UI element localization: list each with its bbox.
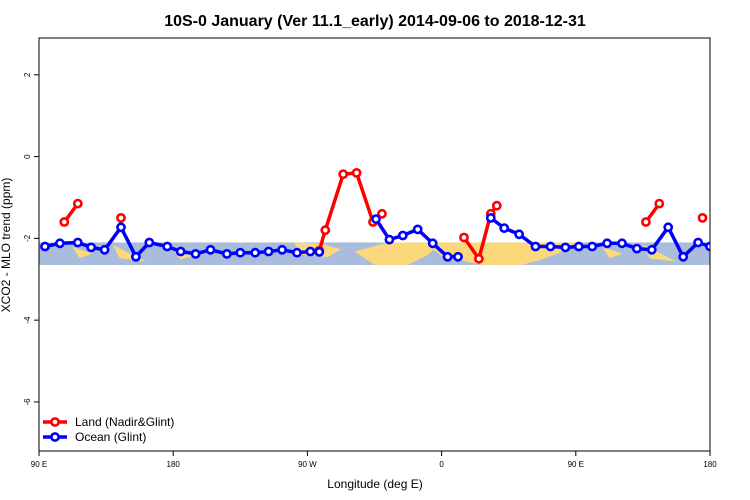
data-point [632,243,642,254]
data-point [250,247,261,258]
data-point [371,214,381,224]
data-point [190,248,201,259]
data-point [499,223,510,233]
data-point [491,200,502,211]
data-point [277,244,287,255]
data-point [459,232,469,243]
y-axis-label: XCO2 - MLO trend (ppm) [0,178,13,313]
series-line [489,216,710,259]
legend: Land (Nadir&Glint)Ocean (Glint) [43,415,174,444]
data-point [453,251,463,262]
data-point [221,248,232,259]
series-line [462,204,499,261]
x-axis-label: Longitude (deg E) [327,477,422,491]
data-point [377,208,387,219]
data-point [697,212,708,223]
x-tick-label: 90 E [568,460,584,469]
data-point [292,247,302,258]
data-point [86,242,97,253]
data-point [116,212,126,223]
plot-frame [38,37,711,452]
data-point [59,217,70,227]
data-point [587,241,598,252]
y-tick-label: -4 [23,316,32,324]
x-tick-label: 90 W [298,460,317,469]
legend-swatch-marker [50,432,60,442]
land-shape [602,247,623,259]
data-point [427,238,438,249]
data-point [485,212,496,223]
x-axis: 90 E 180 90 W 0 90 E 180 [31,451,717,469]
data-point [602,238,612,249]
y-tick-label: -6 [23,398,32,406]
x-tick-label: 180 [167,460,181,469]
data-point [397,230,408,241]
data-point [162,241,173,252]
legend-entry: Land (Nadir&Glint) [75,415,174,429]
data-point [351,167,362,178]
y-axis: 2 0 -2 -4 -6 [23,72,39,405]
data-point [72,198,83,209]
data-point [573,241,584,252]
data-point [412,224,423,235]
data-point [55,238,65,249]
series-line [317,171,384,252]
data-point [175,246,186,257]
y-tick-label: 0 [23,154,32,159]
data-point [654,198,665,209]
data-point [40,241,50,252]
data-point [338,169,349,180]
data-point [99,244,110,255]
data-point [514,229,524,240]
data-point [314,246,325,257]
x-tick-label: 180 [703,460,717,469]
data-point [130,251,141,262]
x-tick-label: 0 [439,460,444,469]
data-point [205,244,216,255]
data-point [116,222,126,233]
series-layer [40,167,710,264]
data-point [678,251,689,262]
data-point [560,242,571,253]
data-point [646,244,657,255]
data-point [442,251,453,262]
data-point [693,237,703,248]
data-point [263,246,274,257]
data-point [663,222,674,233]
legend-swatch-marker [50,417,60,427]
y-tick-label: 2 [23,72,32,77]
data-point [617,238,627,249]
land-shape [72,247,93,259]
data-point [705,241,710,252]
chart-title: 10S-0 January (Ver 11.1_early) 2014-09-0… [164,13,586,30]
legend-entry: Ocean (Glint) [75,430,146,444]
data-point [641,217,651,227]
data-point [473,253,484,264]
data-point [530,241,541,252]
data-point [144,237,155,248]
data-point [320,225,331,236]
y-tick-label: -2 [23,234,32,242]
data-point [545,241,556,252]
land-shape [354,242,442,265]
data-point [384,234,395,245]
data-point [305,246,316,257]
x-tick-label: 90 E [31,460,47,469]
data-point [235,247,246,258]
data-point [72,237,83,248]
